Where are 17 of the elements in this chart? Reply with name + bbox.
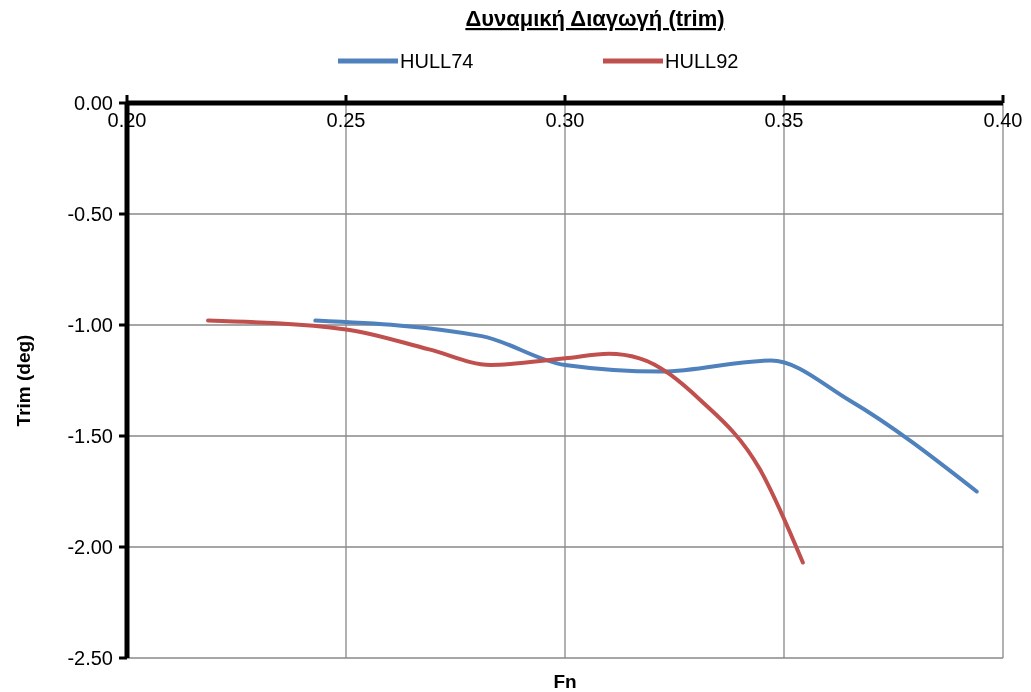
y-tick-label: -2.50 xyxy=(67,647,113,669)
line-series xyxy=(313,318,979,494)
x-tick-label: 0.35 xyxy=(764,109,804,131)
y-tick-label: 0.00 xyxy=(74,92,113,114)
y-tick-label: -1.00 xyxy=(67,314,113,336)
x-tick-label: 0.30 xyxy=(545,109,585,131)
line-series xyxy=(206,318,805,565)
legend-label: HULL74 xyxy=(400,50,474,72)
x-tick-label: 0.25 xyxy=(326,109,366,131)
chart-title: Δυναμική Διαγωγή (trim) xyxy=(465,6,725,31)
y-tick-label: -2.00 xyxy=(67,536,113,558)
y-tick-label: -0.50 xyxy=(67,203,113,225)
x-tick-label: 0.40 xyxy=(983,109,1023,131)
x-axis-title: Fn xyxy=(553,671,577,692)
legend-label: HULL92 xyxy=(665,50,739,72)
y-axis-title: Trim (deg) xyxy=(13,334,34,427)
y-tick-label: -1.50 xyxy=(67,425,113,447)
